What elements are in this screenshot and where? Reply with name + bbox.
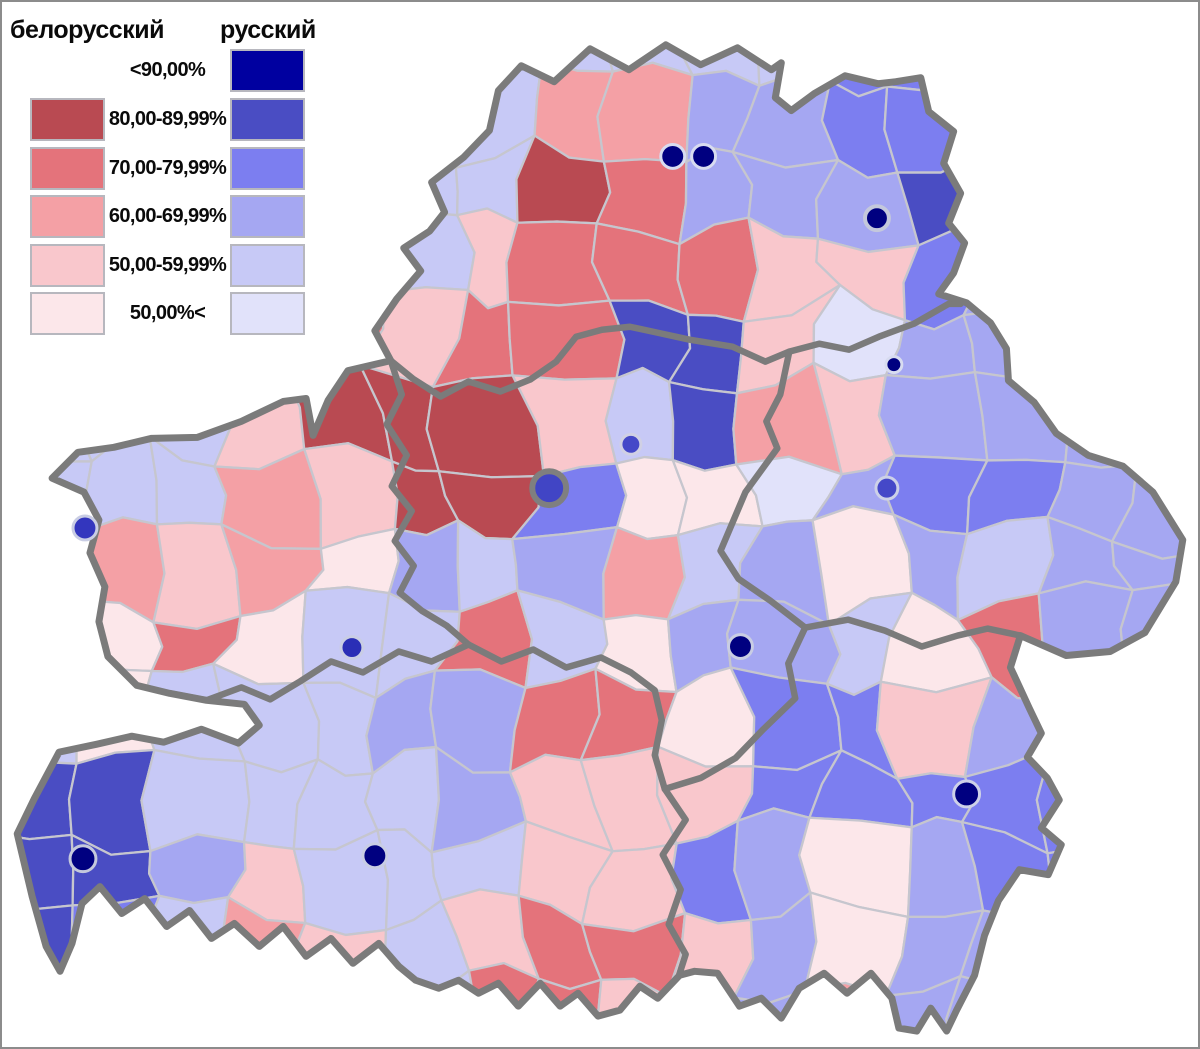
city-marker	[659, 142, 687, 170]
city-marker	[690, 142, 718, 170]
belarusian-swatch	[30, 244, 105, 287]
russian-swatch	[230, 244, 305, 287]
legend-range-label: 50,00-59,99%	[108, 254, 227, 276]
city-marker	[727, 633, 754, 660]
city-marker	[874, 475, 900, 501]
country-outline	[13, 41, 1187, 1035]
oblast-border	[717, 348, 809, 631]
legend-range-label: 50,00%<	[129, 302, 206, 324]
legend-titles: белорусский русский	[2, 16, 332, 46]
legend-title-russian: русский	[220, 16, 316, 44]
russian-swatch	[230, 98, 305, 141]
legend-range-label: 60,00-69,99%	[108, 205, 227, 227]
city-marker	[884, 355, 904, 375]
legend-row: 60,00-69,99%	[30, 195, 305, 238]
legend-range-label: <90,00%	[129, 59, 206, 81]
legend-row: 70,00-79,99%	[30, 147, 305, 190]
district-cell	[506, 299, 626, 381]
oblast-border	[659, 785, 689, 980]
belarusian-swatch	[30, 292, 105, 335]
belarusian-swatch	[30, 98, 105, 141]
district-cell	[877, 370, 989, 462]
city-marker	[339, 635, 365, 660]
legend-row: 80,00-89,99%	[30, 98, 305, 141]
oblast-border	[387, 300, 964, 400]
russian-swatch	[230, 49, 305, 92]
russian-swatch	[230, 195, 305, 238]
legend-row: 50,00%<	[30, 292, 305, 335]
city-marker	[529, 468, 570, 509]
legend-row: <90,00%	[30, 49, 305, 92]
legend-row: 50,00-59,99%	[30, 244, 305, 287]
belarusian-swatch	[30, 147, 105, 190]
city-marker	[952, 779, 982, 809]
city-marker	[71, 514, 99, 542]
russian-swatch	[230, 147, 305, 190]
oblast-border	[383, 357, 472, 648]
oblast-border	[166, 641, 472, 704]
belarusian-swatch	[30, 195, 105, 238]
russian-swatch	[230, 292, 305, 335]
oblast-border	[801, 616, 1024, 650]
city-marker	[862, 204, 891, 233]
city-marker	[361, 842, 389, 870]
city-marker	[619, 432, 643, 456]
legend-range-label: 70,00-79,99%	[108, 157, 227, 179]
legend-title-belarusian: белорусский	[10, 16, 164, 44]
oblast-border	[661, 624, 809, 793]
district-cell	[667, 380, 739, 472]
legend-range-label: 80,00-89,99%	[108, 108, 227, 130]
city-marker	[68, 844, 98, 874]
oblast-border	[465, 641, 668, 793]
